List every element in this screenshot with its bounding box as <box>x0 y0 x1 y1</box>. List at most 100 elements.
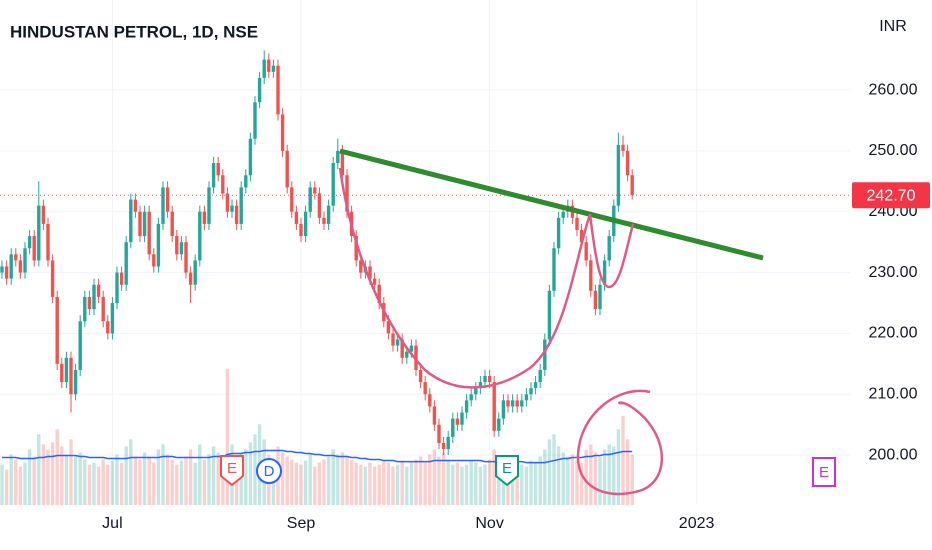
badge-shape <box>812 457 836 487</box>
grid <box>0 0 850 505</box>
candle-body <box>69 357 73 395</box>
candle-body <box>119 272 124 285</box>
candle-body <box>492 382 496 431</box>
volume-bar <box>524 466 529 505</box>
volume-bar <box>556 446 561 505</box>
candle-body <box>317 193 322 218</box>
candle-body <box>501 400 506 419</box>
candle-body <box>276 65 280 115</box>
volume-bar <box>460 466 464 505</box>
volume-bar <box>129 439 133 505</box>
volume-bar <box>368 462 372 505</box>
volume-bar <box>510 466 515 505</box>
candle-body <box>584 242 588 261</box>
volume-bar <box>552 434 556 505</box>
volume-bar <box>179 460 184 505</box>
volume-bar <box>607 444 611 505</box>
volume-bar <box>142 452 147 505</box>
candle-body <box>400 339 404 358</box>
event-badge[interactable]: E <box>220 455 244 487</box>
candle-body <box>290 187 294 212</box>
volume-bar <box>345 456 349 505</box>
candle-body <box>142 211 147 237</box>
candle-body <box>345 175 349 212</box>
candle-body <box>87 296 92 310</box>
volume-bar <box>69 439 73 505</box>
event-badge[interactable]: D <box>256 458 282 484</box>
volume-bar <box>497 456 501 505</box>
candle-body <box>331 163 335 206</box>
volume-bar <box>161 444 165 505</box>
volume-bar <box>428 454 432 505</box>
volume-bar <box>133 456 138 505</box>
candle-body <box>326 205 331 224</box>
volume-bar <box>349 459 354 505</box>
volume-bar <box>110 460 115 505</box>
candle-body <box>455 418 460 425</box>
candles <box>0 50 634 456</box>
candle-body <box>211 163 216 188</box>
candle-body <box>556 217 561 249</box>
candle-body <box>225 193 230 212</box>
candle-body <box>441 442 446 450</box>
volume-bar <box>589 444 593 505</box>
volume-bar <box>520 464 524 505</box>
volume-bar <box>469 460 473 505</box>
candle-body <box>280 114 285 151</box>
x-tick-label: Nov <box>475 515 503 532</box>
candle-body <box>133 199 138 212</box>
event-badge[interactable]: E <box>812 457 836 487</box>
candle-body <box>207 187 211 224</box>
event-badge[interactable]: E <box>495 455 519 487</box>
volume-bar <box>55 429 59 505</box>
volume-bar <box>625 439 630 505</box>
candle-body <box>524 394 529 401</box>
last-price-box <box>852 182 930 209</box>
circle-drawing <box>576 389 664 496</box>
volume-bar <box>46 449 50 505</box>
badge-shape <box>495 455 519 487</box>
candle-body <box>267 59 271 72</box>
volume-bar <box>432 449 437 505</box>
volume-bar <box>446 459 450 505</box>
volume-bar <box>27 449 32 505</box>
candle-body <box>27 236 32 249</box>
candle-body <box>423 382 427 395</box>
volume-bar <box>405 466 409 505</box>
candle-body <box>175 236 179 255</box>
y-tick-label: 210.00 <box>869 385 918 402</box>
volume-bar <box>294 462 299 505</box>
volume-bar <box>152 462 156 505</box>
volume-bar <box>299 464 303 505</box>
volume-bar <box>202 459 207 505</box>
candle-body <box>115 272 119 303</box>
candle-body <box>106 321 110 334</box>
volume-bar <box>87 464 92 505</box>
volume-bar <box>612 446 616 505</box>
volume-bar <box>529 460 533 505</box>
candle-body <box>64 357 69 383</box>
candle-body <box>607 236 611 261</box>
handle-drawing <box>588 213 635 289</box>
candle-body <box>437 424 441 443</box>
cup-drawing <box>338 167 592 389</box>
candle-body <box>451 418 455 437</box>
candle-body <box>432 406 437 425</box>
volume-bar <box>244 449 248 505</box>
candle-body <box>83 296 87 322</box>
volume-bar <box>584 449 588 505</box>
volume-bar <box>326 456 331 505</box>
volume-bar <box>64 454 69 505</box>
candle-body <box>510 400 515 407</box>
candle-body <box>78 321 82 370</box>
candle-body <box>354 236 358 261</box>
candle-body <box>14 254 18 261</box>
candle-body <box>533 382 538 389</box>
candle-body <box>602 260 607 285</box>
candle-body <box>547 290 552 340</box>
volume-bar <box>437 456 441 505</box>
volume-bar <box>455 462 460 505</box>
volume-bar <box>106 464 110 505</box>
volume-bar <box>193 462 197 505</box>
